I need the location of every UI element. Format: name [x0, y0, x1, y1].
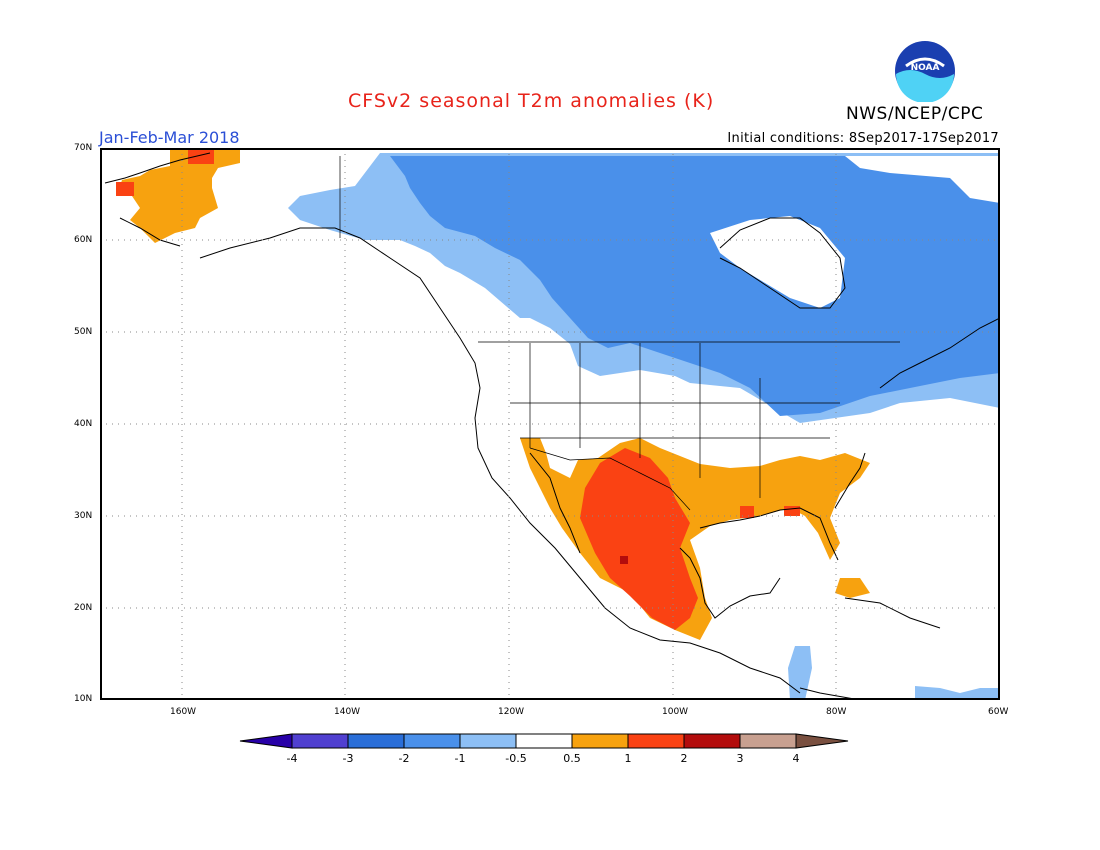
- lat-label-40n: 40N: [74, 419, 93, 429]
- lon-label-80w: 80W: [826, 707, 847, 717]
- colorbar-label: -4: [286, 752, 298, 765]
- region-cold: [390, 156, 1000, 416]
- colorbar-cell: [403, 733, 461, 749]
- lat-label-70n: 70N: [74, 143, 93, 153]
- political-borders: [339, 156, 900, 511]
- colorbar-label: -1: [454, 752, 466, 765]
- lon-label-60w: 60W: [988, 707, 1009, 717]
- lon-label-160w: 160W: [170, 707, 197, 717]
- anomaly-map: [100, 148, 1000, 700]
- region-very-hot: [620, 556, 628, 564]
- colorbar-label: 1: [624, 752, 632, 765]
- lat-label-20n: 20N: [74, 603, 93, 613]
- colorbar-cell: [571, 733, 629, 749]
- colorbar-cell: [627, 733, 685, 749]
- colorbar-label: 2: [680, 752, 688, 765]
- map-frame: [100, 148, 1000, 700]
- colorbar-cell: [683, 733, 741, 749]
- colorbar-cell: [347, 733, 405, 749]
- region-warm-alaska: [120, 150, 240, 243]
- colorbar-label: 0.5: [563, 752, 581, 765]
- colorbar-cell: [515, 733, 573, 749]
- forecast-period: Jan-Feb-Mar 2018: [99, 128, 240, 147]
- colorbar-cell: [739, 733, 797, 749]
- region-hot-mexico: [580, 448, 800, 630]
- colorbar-cell-below-min: [239, 733, 293, 749]
- initial-conditions: Initial conditions: 8Sep2017-17Sep2017: [727, 131, 999, 146]
- region-cool-central-america: [788, 646, 1000, 700]
- colorbar-cell: [291, 733, 349, 749]
- lat-label-60n: 60N: [74, 235, 93, 245]
- chart-title: CFSv2 seasonal T2m anomalies (K): [348, 90, 715, 112]
- lat-label-50n: 50N: [74, 327, 93, 337]
- lon-label-120w: 120W: [498, 707, 525, 717]
- colorbar-cell-above-max: [795, 733, 849, 749]
- colorbar-label: -3: [342, 752, 354, 765]
- colorbar-label: -2: [398, 752, 410, 765]
- colorbar-cell: [459, 733, 517, 749]
- agency-label: NWS/NCEP/CPC: [846, 104, 984, 124]
- coastlines: [104, 152, 1000, 700]
- lat-label-10n: 10N: [74, 694, 93, 704]
- lat-label-30n: 30N: [74, 511, 93, 521]
- lon-label-140w: 140W: [334, 707, 361, 717]
- colorbar-label: -0.5: [505, 752, 527, 765]
- lon-label-100w: 100W: [662, 707, 689, 717]
- colorbar-label: 4: [792, 752, 800, 765]
- noaa-logo: NOAA: [895, 41, 955, 102]
- colorbar: [239, 733, 849, 749]
- colorbar-label: 3: [736, 752, 744, 765]
- logo-text: NOAA: [911, 63, 940, 73]
- graticule: [100, 148, 1000, 700]
